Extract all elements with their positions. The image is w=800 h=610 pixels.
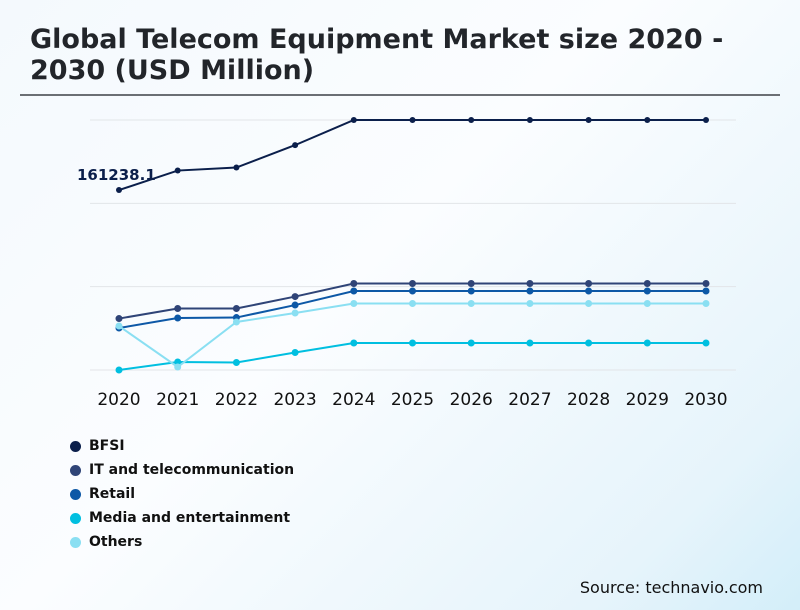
data-point [468,117,475,123]
data-point [585,117,592,123]
data-point [292,142,299,149]
source-label: Source: technavio.com [579,578,763,597]
data-point [350,287,358,295]
data-point [585,299,593,307]
legend-marker [70,512,81,524]
data-point [702,299,710,307]
data-point [409,339,416,347]
series-line-2 [118,289,706,330]
data-point [643,339,651,347]
data-point [702,280,710,288]
data-point [116,187,122,194]
legend-item: Others [70,530,294,554]
data-point [526,339,534,347]
data-point [409,280,416,288]
data-point [232,359,240,367]
data-point [115,322,123,330]
data-point [526,299,534,307]
legend-item: IT and telecommunication [70,458,294,482]
data-point [291,348,299,356]
legend-marker [70,488,81,500]
data-point [291,301,299,309]
data-point [115,315,123,323]
x-tick-label: 2024 [332,390,375,410]
data-point [174,167,181,174]
x-tick-label: 2025 [391,390,434,410]
data-label: 161238.1 [77,166,156,184]
data-point [585,280,593,288]
data-point [585,287,593,295]
x-tick-label: 2023 [273,390,316,410]
legend-label: Media and entertainment [89,510,291,526]
line-chart: 2020 2021 2022 2023 2024 2025 2026 2027 2028 2029… [77,117,736,410]
legend-label: Others [89,534,143,550]
data-point [409,117,416,123]
data-point [232,305,240,313]
legend-marker [70,536,81,548]
data-point [350,117,357,123]
legend-item: Media and entertainment [70,506,294,530]
x-tick-label: 2020 [97,390,140,410]
x-tick-label: 2026 [450,390,493,410]
data-point [467,280,475,288]
data-point [350,339,358,347]
data-point [291,309,299,317]
series-line-0 [118,119,706,191]
legend-item: Retail [70,482,294,506]
legend-marker [70,464,81,476]
data-point [174,305,182,313]
legend: BFSI IT and telecommunication Retail Media … [70,434,294,554]
data-point [350,299,358,307]
data-point [702,339,710,347]
data-point [526,117,533,123]
data-point [233,164,240,171]
legend-marker [70,440,81,452]
data-point [467,299,475,307]
data-point [232,318,240,326]
data-point [643,280,651,288]
data-point [526,280,534,288]
legend-label: Retail [89,486,136,502]
x-tick-label: 2028 [567,390,610,410]
data-point [644,117,651,123]
x-tick-label: 2029 [626,390,669,410]
data-point [174,314,182,322]
x-tick-label: 2022 [215,390,258,410]
data-point [703,117,709,123]
data-point [467,287,475,295]
chart-title: Global Telecom Equipment Market size 202… [30,24,724,86]
data-point [174,358,182,366]
data-point [643,299,651,307]
data-point [115,366,123,374]
data-point [291,293,299,301]
data-point [409,287,416,295]
legend-item: BFSI [70,434,294,458]
x-tick-label: 2027 [508,390,551,410]
legend-label: IT and telecommunication [89,462,295,478]
data-point [643,287,651,295]
data-point [702,287,710,295]
data-point [409,299,416,307]
data-point [585,339,593,347]
data-point [174,363,182,371]
data-point [350,280,358,288]
x-tick-label: 2021 [156,390,199,410]
data-point [467,339,475,347]
legend-label: BFSI [89,438,125,454]
series-line-3 [118,341,706,371]
x-tick-label: 2030 [684,390,727,410]
title-divider [20,94,780,96]
series-line-4 [118,302,706,369]
data-point [526,287,534,295]
